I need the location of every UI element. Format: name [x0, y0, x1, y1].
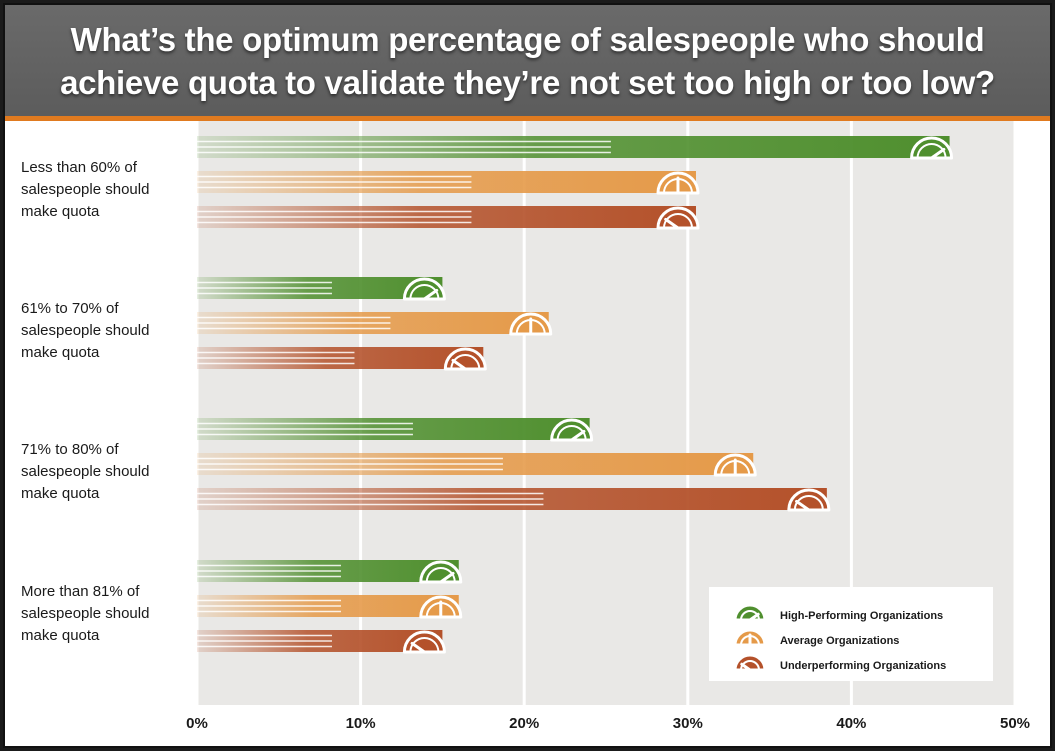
bar-under-4 — [197, 630, 446, 654]
legend-label: Underperforming Organizations — [780, 660, 946, 672]
gauge-icon — [910, 136, 954, 160]
gauge-icon — [787, 488, 831, 512]
legend-item-high: High-Performing Organizations — [733, 603, 943, 622]
gauge-icon — [656, 206, 700, 230]
bar-high-3 — [197, 418, 594, 442]
bar-average-4 — [197, 595, 463, 619]
category-label: More than 81% of salespeople should make q… — [21, 583, 149, 644]
category-label: Less than 60% of salespeople should make q… — [21, 159, 149, 220]
bar-under-3 — [197, 488, 831, 512]
gauge-icon — [656, 171, 700, 195]
gauge-icon — [733, 628, 767, 647]
bar-high-2 — [197, 277, 446, 301]
x-tick-label: 40% — [836, 715, 866, 732]
gauge-icon — [419, 560, 463, 584]
gauge-icon — [443, 347, 487, 371]
bar-average-2 — [197, 312, 553, 336]
bar-average-1 — [197, 171, 700, 195]
bar-under-2 — [197, 347, 487, 371]
legend-item-average: Average Organizations — [733, 628, 899, 647]
gauge-icon — [713, 453, 757, 477]
category-label: 71% to 80% of salespeople should make quot… — [21, 441, 149, 502]
gauge-icon — [402, 277, 446, 301]
chart-frame: What’s the optimum percentage of salespe… — [3, 3, 1052, 748]
gauge-icon — [509, 312, 553, 336]
gauge-icon — [733, 653, 767, 672]
x-tick-label: 20% — [509, 715, 539, 732]
legend: High-Performing Organizations Average Org… — [709, 587, 993, 681]
legend-item-under: Underperforming Organizations — [733, 653, 946, 672]
x-tick-label: 0% — [186, 715, 208, 732]
x-tick-label: 10% — [346, 715, 376, 732]
gauge-icon — [550, 418, 594, 442]
gauge-icon — [419, 595, 463, 619]
x-tick-label: 50% — [1000, 715, 1030, 732]
title-bar: What’s the optimum percentage of salespe… — [5, 5, 1050, 121]
chart-title: What’s the optimum percentage of salespe… — [60, 20, 995, 101]
bar-high-1 — [197, 136, 954, 160]
category-label: 61% to 70% of salespeople should make quot… — [21, 300, 149, 361]
gauge-icon — [733, 603, 767, 622]
bar-average-3 — [197, 453, 757, 477]
chart-canvas: Less than 60% of salespeople should make q… — [5, 121, 1030, 732]
bar-high-4 — [197, 560, 463, 584]
category-column — [5, 121, 197, 705]
legend-label: High-Performing Organizations — [780, 610, 943, 622]
legend-label: Average Organizations — [780, 635, 899, 647]
bar-under-1 — [197, 206, 700, 230]
gauge-icon — [402, 630, 446, 654]
x-tick-label: 30% — [673, 715, 703, 732]
